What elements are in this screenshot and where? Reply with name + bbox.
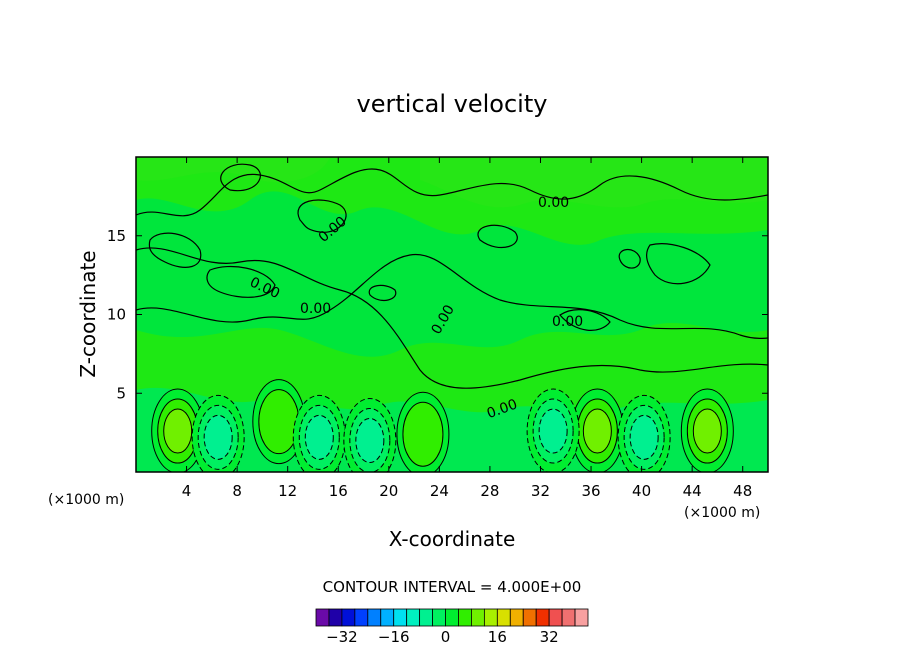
contour-cell xyxy=(203,414,233,460)
colorbar-swatch xyxy=(535,608,550,627)
x-tick-label: 8 xyxy=(232,482,242,500)
colorbar-tick-label: −32 xyxy=(326,628,358,646)
colorbar-swatch xyxy=(419,608,433,627)
contour-cell xyxy=(355,418,385,463)
contour-line xyxy=(477,224,518,249)
colorbar-swatch xyxy=(328,608,343,627)
contour-label: 0.00 xyxy=(552,314,583,330)
x-tick-label: 28 xyxy=(480,482,499,500)
colorbar-tick-label: 0 xyxy=(441,628,451,646)
y-tick-label: 15 xyxy=(107,227,126,245)
chart-title: vertical velocity xyxy=(357,90,548,118)
contour-line xyxy=(206,265,276,298)
contour-line xyxy=(297,199,347,233)
colorbar-tick-labels: −32 −16 0 16 32 xyxy=(326,628,559,646)
contour-cell xyxy=(538,408,568,454)
x-tick-label: 40 xyxy=(632,482,651,500)
contour-cell xyxy=(304,414,334,460)
contour-line xyxy=(618,249,641,269)
contour-cell xyxy=(692,408,722,454)
colorbar-swatch xyxy=(406,608,421,627)
x-axis: 4 8 12 16 20 24 28 32 36 40 44 48 xyxy=(182,157,752,500)
x-tick-label: 48 xyxy=(733,482,752,500)
contour-lines xyxy=(136,163,768,389)
colorbar-swatch xyxy=(548,608,563,627)
contour-line xyxy=(136,168,768,217)
colorbar-swatch xyxy=(471,608,485,627)
y-axis: 5 10 15 xyxy=(107,227,768,402)
x-tick-label: 44 xyxy=(683,482,702,500)
colorbar-swatch xyxy=(367,608,382,627)
colorbar-swatch xyxy=(393,608,408,627)
colorbar-swatch xyxy=(432,608,446,627)
contour-cell xyxy=(402,401,444,467)
contour-cell xyxy=(629,414,659,460)
contour-line xyxy=(136,247,768,389)
colorbar-swatch xyxy=(354,608,369,627)
contour-line xyxy=(148,232,202,268)
colorbar-swatch xyxy=(315,608,330,627)
colorbar-swatch xyxy=(483,608,498,627)
contour-cell xyxy=(258,389,300,455)
contour-line xyxy=(646,243,711,285)
contour-line xyxy=(559,309,611,331)
y-axis-label: Z-coordinate xyxy=(76,250,100,377)
colorbar-swatch xyxy=(445,608,459,627)
x-tick-label: 36 xyxy=(581,482,600,500)
colorbar-tick-label: 16 xyxy=(488,628,507,646)
contour-line xyxy=(368,284,397,302)
colorbar-swatch xyxy=(561,608,576,627)
colorbar-tick-label: 32 xyxy=(540,628,559,646)
colorbar-swatch xyxy=(496,608,511,627)
colorbar-swatch xyxy=(458,608,472,627)
colorbar-swatch xyxy=(341,608,356,627)
contour-interval-text: CONTOUR INTERVAL = 4.000E+00 xyxy=(323,578,582,596)
fill-band xyxy=(420,157,768,208)
colorbar-swatch xyxy=(509,608,524,627)
colorbar-tick-label: −16 xyxy=(378,628,410,646)
colorbar-swatch xyxy=(380,608,395,627)
x-tick-label: 4 xyxy=(182,482,192,500)
x-tick-label: 12 xyxy=(278,482,297,500)
colorbar xyxy=(315,608,589,627)
x-tick-label: 32 xyxy=(531,482,550,500)
x-tick-label: 24 xyxy=(430,482,449,500)
contour-line xyxy=(220,163,261,192)
x-tick-label: 16 xyxy=(329,482,348,500)
contour-line xyxy=(136,253,768,339)
x-axis-label: X-coordinate xyxy=(389,527,516,551)
x-tick-label: 20 xyxy=(379,482,398,500)
contour-label: 0.00 xyxy=(538,195,569,211)
contour-cell xyxy=(163,408,193,454)
y-tick-label: 10 xyxy=(107,306,126,324)
plot-area: 0.00 0.00 0.00 0.00 0.00 0.00 0.00 xyxy=(135,156,769,473)
cells-layer xyxy=(151,379,734,472)
colorbar-swatch xyxy=(522,608,537,627)
x-unit-left: (×1000 m) xyxy=(48,492,124,508)
contour-cell xyxy=(582,408,612,454)
x-unit-right: (×1000 m) xyxy=(684,505,760,521)
fill-band xyxy=(136,157,330,183)
colorbar-swatch xyxy=(574,608,589,627)
contour-label: 0.00 xyxy=(300,301,331,317)
y-tick-label: 5 xyxy=(116,384,126,402)
